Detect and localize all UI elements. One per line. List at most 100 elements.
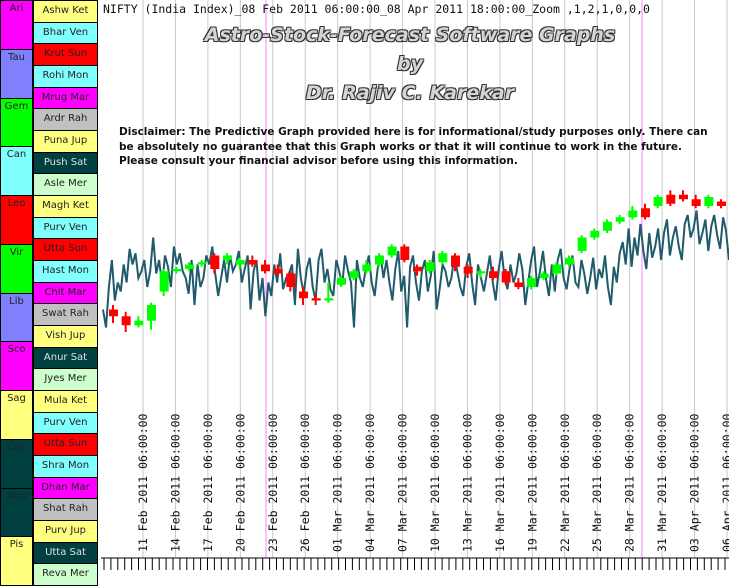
nakshatra-mrug-mar: Mrug Mar [33,86,98,110]
candle-body [210,255,220,269]
nakshatra-puna-jup: Puna Jup [33,130,98,153]
x-axis-labels: 11 Feb 2011 06:00:00 14 Feb 2011 06:00:00… [136,413,729,552]
candle-body [704,197,714,206]
sign-vir: Vir [0,243,33,294]
x-tick-label: 06 Apr 2011 06:00:00 [720,413,729,552]
candle-body [197,262,207,265]
nakshatra-utta-sun: Utta Sun [33,433,98,456]
nakshatra-purv-ven: Purv Ven [33,216,98,240]
candle-body [375,255,384,265]
candle-body [109,309,118,317]
x-tick-label: 01 Mar 2011 06:00:00 [331,413,345,552]
nakshatra-rohi-mon: Rohi Mon [33,65,98,88]
nakshatra-reva-mer: Reva Mer [33,563,98,586]
predictive-line [102,210,729,328]
nakshatra-purv-ven: Purv Ven [33,411,98,435]
candle-body [223,255,232,260]
x-tick-label: 17 Feb 2011 06:00:00 [201,413,215,552]
candle-body [121,316,131,326]
candle-body [463,266,473,274]
nakshatra-purv-jup: Purv Jup [33,520,98,543]
nakshatra-hast-mon: Hast Mon [33,260,98,283]
x-axis-ticks [103,558,726,570]
x-tick-label: 10 Mar 2011 06:00:00 [428,413,442,552]
candle-body [324,298,334,301]
sign-ari: Ari [0,0,33,50]
x-tick-label: 11 Feb 2011 06:00:00 [136,413,150,552]
candle-body [261,264,270,272]
nakshatra-chit-mar: Chit Mar [33,281,98,305]
nakshatra-utta-sun: Utta Sun [33,238,98,261]
sign-sag: Sag [0,390,33,440]
x-tick-label: 14 Feb 2011 06:00:00 [168,413,182,552]
candle-body [590,230,600,238]
x-tick-label: 22 Mar 2011 06:00:00 [558,413,572,552]
sign-aqu: Aqu [0,487,33,538]
candle-body [185,264,194,269]
candle-body [717,201,726,206]
sign-can: Can [0,146,33,196]
sign-cap: Cap [0,438,33,489]
candle-body [666,194,676,204]
nakshatra-swat-rah: Swat Rah [33,303,98,326]
title-line-3: Dr. Rajiv C. Karekar [305,82,515,104]
candle-body [628,210,638,218]
candle-body [501,271,511,283]
candle-body [514,282,524,287]
nakshatra-mula-ket: Mula Ket [33,390,98,413]
candle-body [286,273,296,287]
nakshatra-krut-sun: Krut Sun [33,43,98,66]
nakshatra-bhar-ven: Bhar Ven [33,21,98,45]
candle-body [159,271,169,292]
x-tick-label: 26 Feb 2011 06:00:00 [298,413,312,552]
nakshatra-shra-mon: Shra Mon [33,455,98,478]
candle-body [400,246,410,260]
candlestick-series [109,190,726,332]
candle-body [425,262,435,272]
x-tick-label: 13 Mar 2011 06:00:00 [460,413,474,552]
price-chart: 11 Feb 2011 06:00:00 14 Feb 2011 06:00:00… [101,0,729,570]
x-tick-label: 25 Mar 2011 06:00:00 [590,413,604,552]
candle-body [565,257,574,265]
chart-header: NIFTY (India Index)_08 Feb 2011 06:00:00… [103,2,650,16]
disclaimer: Disclaimer: The Predictive Graph provide… [119,126,708,167]
zodiac-sidebar: Ari Tau Gem Can Leo Vir Lib Sco Sag Cap Aqu Pis Ashw… [0,0,101,586]
sign-tau: Tau [0,48,33,99]
sign-lib: Lib [0,292,33,343]
candle-body [451,255,460,267]
nakshatra-anur-sat: Anur Sat [33,346,98,370]
candle-body [273,269,283,274]
candle-body [362,264,372,272]
title-line-2: by [397,53,423,75]
x-tick-label: 07 Mar 2011 06:00:00 [396,413,410,552]
candle-body [147,305,156,321]
nakshatra-magh-ket: Magh Ket [33,195,98,218]
nakshatra-ardr-rah: Ardr Rah [33,108,98,131]
candle-body [299,291,308,299]
x-tick-label: 19 Mar 2011 06:00:00 [525,413,539,552]
sign-sco: Sco [0,341,33,391]
nakshatra-jyes-mer: Jyes Mer [33,368,98,391]
title-line-1: Astro-Stock-Forecast Software Graphs [204,24,616,46]
candle-body [349,271,359,278]
sign-gem: Gem [0,97,33,148]
candle-body [603,221,612,231]
candle-body [552,264,562,274]
candle-body [653,197,663,206]
vertical-markers [265,0,643,558]
candle-body [539,273,549,278]
sign-leo: Leo [0,195,33,245]
candle-body [615,217,625,222]
candle-body [311,298,321,301]
candle-body [438,253,448,263]
nakshatra-push-sat: Push Sat [33,151,98,175]
x-tick-label: 20 Feb 2011 06:00:00 [233,413,247,552]
nakshatra-utta-sat: Utta Sat [33,541,98,565]
x-tick-label: 28 Mar 2011 06:00:00 [623,413,637,552]
candle-body [476,271,486,274]
candle-body [527,278,536,287]
candle-body [172,269,182,272]
candle-body [337,278,346,285]
candle-body [641,208,650,218]
candle-body [577,237,587,251]
